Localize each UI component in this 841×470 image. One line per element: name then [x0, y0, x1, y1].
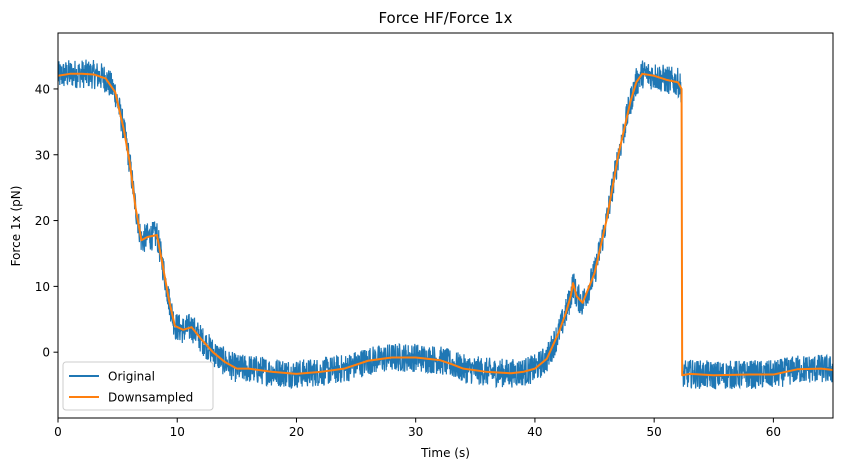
x-tick-label: 10 [170, 425, 185, 439]
legend-label-original: Original [108, 370, 155, 384]
y-tick-label: 40 [35, 82, 50, 96]
plot-frame [57, 32, 834, 419]
x-axis-label: Time (s) [420, 446, 470, 460]
x-tick-label: 50 [647, 425, 662, 439]
series-original-line [58, 59, 833, 390]
chart-title: Force HF/Force 1x [378, 9, 512, 27]
y-axis-ticks: 0 10 20 30 40 [35, 82, 58, 360]
x-tick-label: 30 [408, 425, 423, 439]
legend-label-downsampled: Downsampled [108, 391, 193, 405]
legend-box [62, 361, 214, 411]
y-tick-label: 10 [35, 280, 50, 294]
legend: Original Downsampled [62, 361, 214, 411]
y-axis-label: Force 1x (pN) [9, 186, 23, 267]
y-tick-label: 30 [35, 148, 50, 162]
x-tick-label: 20 [289, 425, 304, 439]
series-downsampled-line [58, 72, 833, 377]
x-tick-label: 60 [766, 425, 781, 439]
x-axis-ticks: 0 10 20 30 40 50 60 [54, 418, 781, 439]
x-tick-label: 0 [54, 425, 62, 439]
x-tick-label: 40 [527, 425, 542, 439]
y-tick-label: 20 [35, 214, 50, 228]
series-layer [58, 59, 833, 390]
y-tick-label: 0 [42, 346, 50, 360]
